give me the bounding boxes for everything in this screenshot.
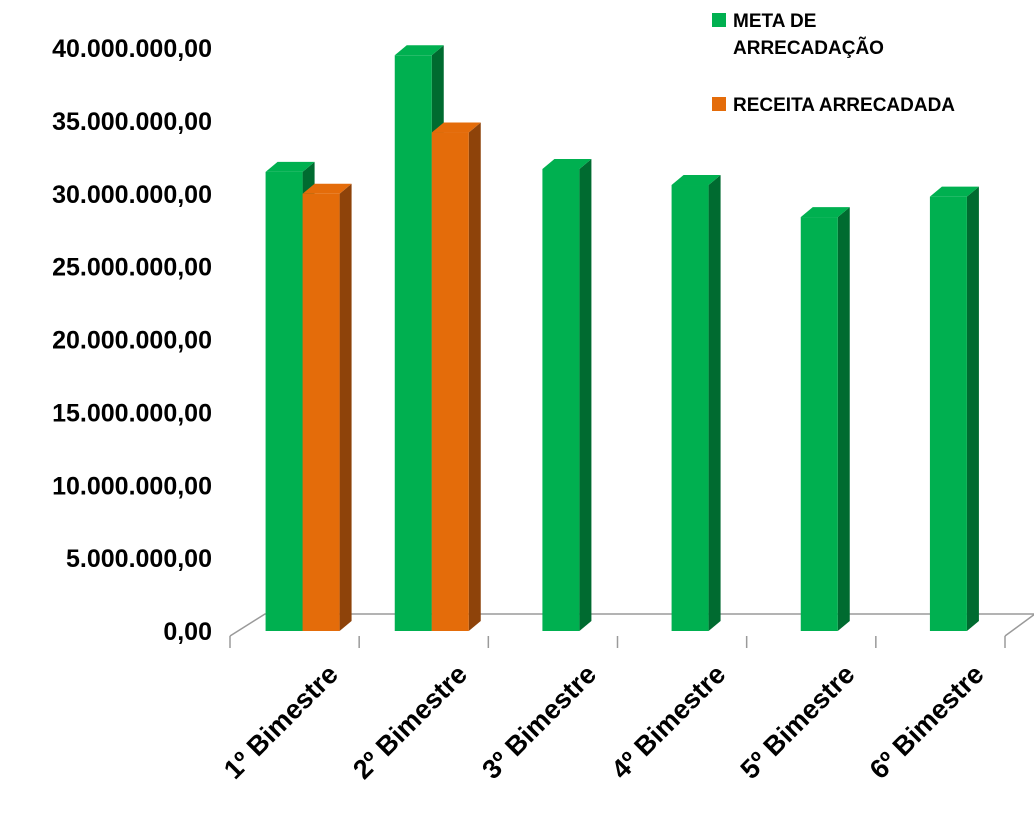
bar-receita <box>302 183 352 631</box>
y-axis: 0,00 5.000.000,00 10.000.000,00 15.000.000,… <box>52 35 212 646</box>
bar-top <box>431 122 481 133</box>
y-tick-label: 20.000.000,00 <box>52 327 212 355</box>
bars <box>265 45 979 632</box>
bar-meta <box>929 186 979 632</box>
x-category-label: 1º Bimestre <box>218 659 344 785</box>
legend-item-receita: RECEITA ARRECADADA <box>712 92 1022 119</box>
x-category-label: 6º Bimestre <box>864 659 990 785</box>
bar-top <box>542 158 592 169</box>
floor-outline <box>229 613 1034 637</box>
bar-front <box>542 168 580 631</box>
bar-side <box>837 207 850 631</box>
bar-front <box>671 185 709 631</box>
y-tick-label: 5.000.000,00 <box>66 545 212 573</box>
y-tick-label: 40.000.000,00 <box>52 35 212 63</box>
bar-meta <box>800 207 850 631</box>
bar-receita <box>431 122 481 631</box>
bar-front <box>800 217 838 631</box>
bar-side <box>339 183 352 631</box>
x-category-label: 3º Bimestre <box>476 659 602 785</box>
bar-meta <box>542 158 592 631</box>
legend-swatch-meta <box>712 13 726 27</box>
legend: META DE ARRECADAÇÃO RECEITA ARRECADADA <box>712 8 1022 149</box>
x-axis-labels: 1º Bimestre 2º Bimestre 3º Bimestre 4º Bime… <box>218 659 990 785</box>
bar-top <box>265 161 315 172</box>
y-tick-label: 35.000.000,00 <box>52 108 212 136</box>
x-category-label: 4º Bimestre <box>606 659 732 785</box>
bar-top <box>929 186 979 197</box>
legend-label-meta: META DE ARRECADAÇÃO <box>733 11 884 59</box>
bar-side <box>579 158 592 631</box>
bar-top <box>800 207 850 218</box>
bar-front <box>929 196 967 632</box>
bar-meta <box>671 175 721 631</box>
legend-swatch-receita <box>712 97 726 111</box>
legend-label-receita: RECEITA ARRECADADA <box>733 95 956 116</box>
bar-top <box>302 183 352 194</box>
y-tick-label: 0,00 <box>163 618 212 646</box>
bar-top <box>671 175 721 186</box>
bar-side <box>468 122 481 631</box>
bar-front <box>394 55 432 632</box>
bar-front <box>302 193 340 631</box>
legend-item-meta: META DE ARRECADAÇÃO <box>712 8 1022 62</box>
bar-top <box>394 45 444 56</box>
bar-front <box>431 132 469 631</box>
x-category-label: 2º Bimestre <box>347 659 473 785</box>
x-category-label: 5º Bimestre <box>735 659 861 785</box>
chart-floor <box>229 613 1034 648</box>
bar-side <box>708 175 721 631</box>
y-tick-label: 30.000.000,00 <box>52 181 212 209</box>
bar-side <box>966 186 979 632</box>
y-tick-label: 15.000.000,00 <box>52 399 212 427</box>
y-tick-label: 25.000.000,00 <box>52 254 212 282</box>
bar-front <box>265 171 303 631</box>
y-tick-label: 10.000.000,00 <box>52 472 212 500</box>
